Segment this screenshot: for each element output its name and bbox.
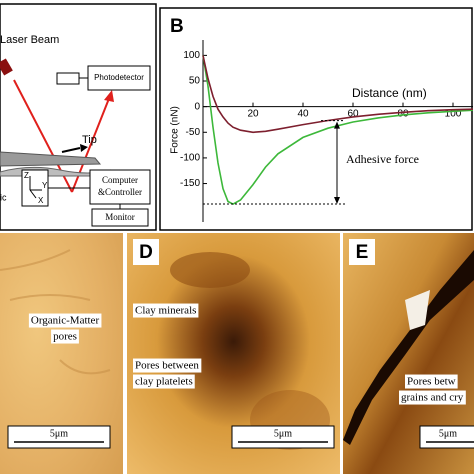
image-label: Pores betw	[407, 376, 456, 388]
monitor-box	[91, 208, 149, 227]
image-label: clay platelets	[135, 376, 193, 388]
label-box	[133, 358, 202, 373]
cantilever	[0, 151, 102, 167]
tip-label: Tip	[82, 134, 97, 146]
letter-box	[349, 239, 375, 265]
series-line	[202, 55, 474, 134]
x-axis-label: Distance (nm)	[352, 86, 427, 100]
plot: -150 -100 -50 0 50 100 20 40 60 80 100	[180, 40, 474, 222]
tip-arrow	[61, 147, 81, 153]
texture	[170, 252, 250, 288]
grain	[405, 290, 430, 330]
y-tick-label: -50	[186, 127, 201, 138]
crack	[343, 250, 474, 445]
scale-label: 5μm	[439, 428, 457, 439]
panel-a: Laser Beam Photodetector Tip Z Y X ic Co…	[0, 3, 157, 231]
y-axis-label: Force (nN)	[170, 106, 181, 154]
arrowhead	[334, 121, 340, 129]
annotation: Adhesive force	[346, 152, 419, 166]
image-label: Pores between	[135, 360, 199, 372]
axis-label: X	[38, 196, 44, 205]
texture	[0, 249, 111, 375]
label-box	[51, 329, 79, 344]
panel-letter: D	[139, 242, 153, 263]
panel-letter: E	[356, 242, 369, 263]
detector-box	[87, 65, 151, 91]
scale-label: 5μm	[274, 428, 292, 439]
arrowhead	[104, 90, 114, 102]
label-box	[168, 15, 186, 39]
y-tick-label: 0	[194, 101, 200, 112]
y-tick-label: 100	[183, 50, 200, 61]
image-label: grains and cry	[401, 392, 464, 404]
axis	[29, 189, 37, 199]
panel-e: E Pores betw grains and cry 5μm	[343, 233, 474, 474]
y-tick-label: -150	[180, 178, 200, 189]
arrowhead	[334, 197, 340, 205]
label-box	[133, 374, 195, 389]
x-tick-label: 20	[247, 108, 259, 119]
detector	[56, 72, 80, 85]
panel-frame	[159, 7, 473, 231]
y-tick-label: 50	[189, 76, 201, 87]
x-tick-label: 60	[347, 108, 359, 119]
panel-d: D Clay minerals Pores between clay plate…	[127, 233, 340, 474]
axis-label: Y	[42, 181, 48, 190]
image-label: pores	[53, 331, 77, 343]
letter-box	[133, 239, 159, 265]
label-box	[405, 374, 458, 389]
panel-c: Organic-Matter pores 5μm	[0, 233, 123, 474]
detector-label: Photodetector	[94, 73, 144, 82]
controller-box	[89, 169, 151, 205]
label-box	[133, 303, 199, 318]
axes-box	[21, 169, 49, 207]
laser-source	[0, 58, 13, 76]
x-tick-label: 100	[445, 108, 462, 119]
monitor-label: Monitor	[105, 212, 135, 222]
y-tick-label: -100	[180, 153, 200, 164]
laser-label: Laser Beam	[0, 34, 59, 46]
partial-label: ic	[0, 192, 7, 202]
image-label: Clay minerals	[135, 305, 196, 317]
x-tick-label: 40	[297, 108, 309, 119]
label-box	[399, 390, 466, 405]
label-box	[28, 313, 102, 328]
panel-letter: B	[170, 16, 184, 37]
controller-label: Computer	[102, 175, 138, 185]
x-tick-label: 80	[397, 108, 409, 119]
axis-label: Z	[24, 171, 29, 180]
scale-label: 5μm	[50, 428, 68, 439]
arrowhead	[80, 144, 88, 152]
series-line	[202, 55, 474, 206]
controller-label: &Controller	[98, 187, 142, 197]
image-label: Organic-Matter	[31, 315, 100, 327]
